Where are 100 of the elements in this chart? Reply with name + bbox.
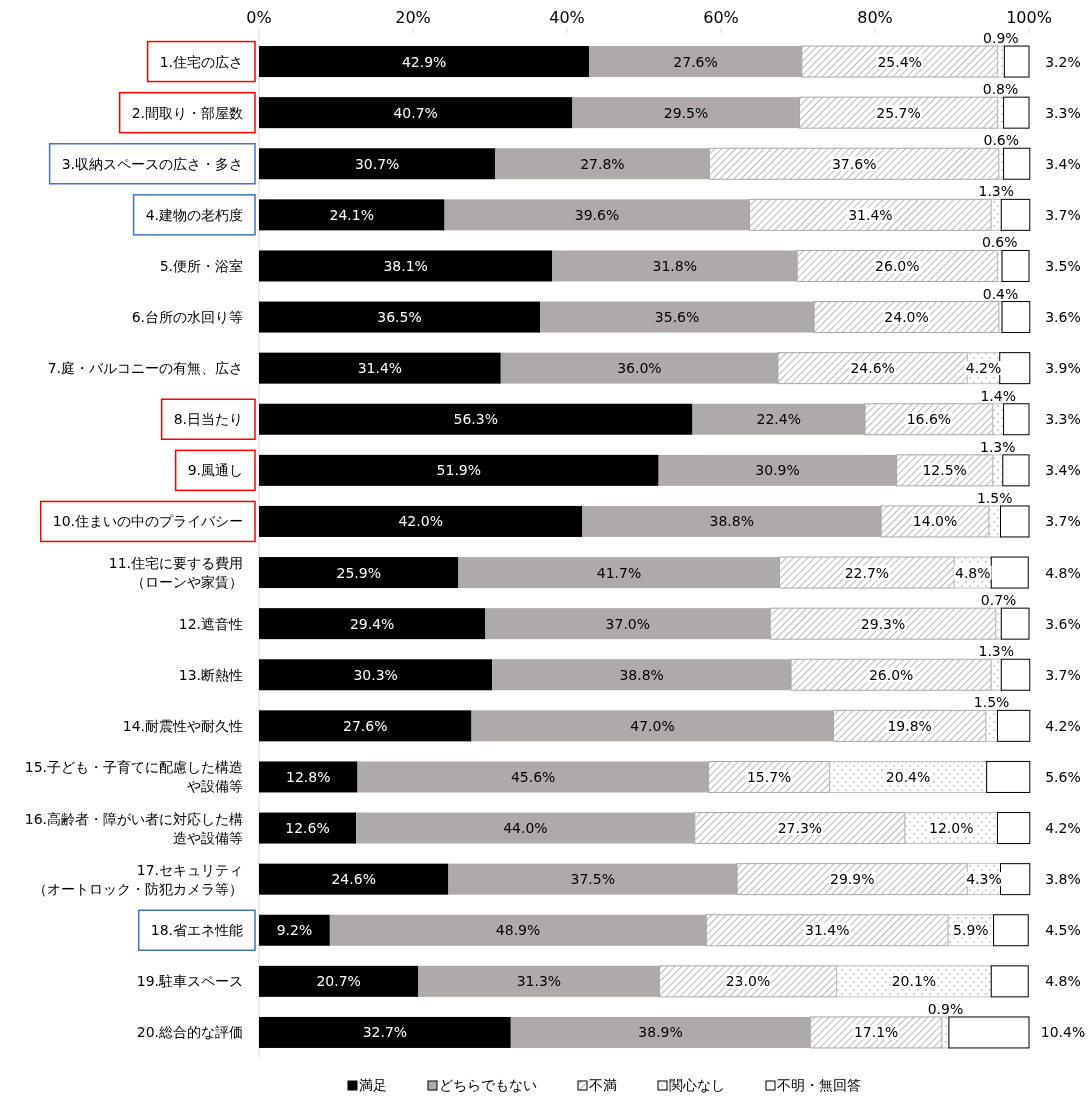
- bar: [996, 812, 1031, 845]
- data-label: 38.9%: [638, 1024, 683, 1041]
- bar: [259, 761, 358, 793]
- bar: [259, 403, 693, 435]
- data-label: 4.3%: [966, 871, 1002, 888]
- data-label: 1.4%: [980, 387, 1016, 404]
- bar: [259, 608, 486, 640]
- data-label: 10.4%: [1040, 1024, 1086, 1041]
- data-label: 15.7%: [746, 768, 792, 785]
- bar: [1001, 249, 1030, 282]
- data-label: 1.5%: [976, 489, 1013, 506]
- data-label: 12.5%: [922, 462, 967, 479]
- y-tick-label: 6.台所の水回り等: [131, 309, 243, 326]
- data-label: 3.6%: [1045, 309, 1081, 326]
- data-label: 3.7%: [1045, 206, 1081, 223]
- data-label: 9.2%: [276, 922, 313, 939]
- data-label: 27.6%: [343, 717, 388, 734]
- y-tick-label: 17.セキュリティ（オートロック・防犯カメラ等）: [33, 861, 243, 897]
- y-tick-label: 9.風通し: [187, 462, 243, 479]
- bar: [259, 97, 573, 129]
- data-label: 31.4%: [848, 206, 893, 223]
- data-label: 27.8%: [580, 155, 625, 172]
- data-label: 22.4%: [756, 411, 801, 428]
- bar: [259, 863, 449, 895]
- bar: [259, 199, 445, 231]
- data-label: 35.6%: [654, 309, 700, 326]
- data-label: 29.9%: [830, 871, 875, 888]
- legend-label: どちらでもない: [439, 1077, 537, 1093]
- y-tick-label: 16.高齢者・障がい者に対応した構造や設備等: [24, 810, 243, 846]
- bar: [259, 454, 659, 486]
- data-label: 4.8%: [1045, 973, 1081, 990]
- data-label: 14.0%: [912, 513, 958, 530]
- data-label: 38.8%: [619, 666, 664, 683]
- data-label: 24.6%: [850, 360, 895, 377]
- legend-label: 満足: [359, 1077, 387, 1093]
- data-label: 44.0%: [503, 820, 548, 837]
- x-tick-label: 100%: [1006, 8, 1052, 27]
- data-label: 31.4%: [805, 922, 850, 939]
- data-label: 3.9%: [1045, 360, 1081, 377]
- legend-label: 不明・無回答: [777, 1077, 861, 1093]
- bar: [990, 965, 1029, 998]
- data-label: 25.9%: [336, 564, 381, 581]
- y-tick-label: 8.日当たり: [173, 411, 243, 428]
- data-label: 25.7%: [876, 104, 921, 121]
- bar: [1002, 454, 1030, 487]
- bar: [259, 659, 493, 691]
- bar: [986, 760, 1031, 793]
- y-tick-label: 14.耐震性や耐久性: [122, 717, 243, 734]
- data-label: 31.8%: [652, 257, 698, 274]
- y-tick-label: 1.住宅の広さ: [159, 53, 243, 70]
- data-label: 45.6%: [510, 768, 556, 785]
- y-tick-label: 18.省エネ性能: [150, 922, 243, 939]
- bar: [259, 148, 496, 180]
- data-label: 36.0%: [617, 360, 662, 377]
- bar: [259, 301, 541, 333]
- data-label: 17.1%: [853, 1024, 899, 1041]
- data-label: 12.8%: [286, 768, 331, 785]
- legend-label: 関心なし: [669, 1077, 725, 1093]
- y-tick-label: 15.子ども・子育てに配慮した構造や設備等: [24, 759, 243, 795]
- data-label: 37.5%: [570, 871, 616, 888]
- bar: [259, 505, 583, 537]
- bar: [1000, 505, 1030, 538]
- data-label: 3.6%: [1045, 615, 1081, 632]
- data-label: 3.4%: [1045, 155, 1081, 172]
- y-tick-label: 12.遮音性: [178, 615, 243, 632]
- y-tick-label: 2.間取り・部屋数: [131, 104, 243, 121]
- data-label: 3.3%: [1045, 411, 1081, 428]
- data-label: 4.2%: [965, 360, 1002, 377]
- data-label: 30.7%: [354, 155, 400, 172]
- data-label: 12.0%: [928, 820, 974, 837]
- data-label: 40.7%: [393, 104, 438, 121]
- data-label: 1.3%: [978, 643, 1015, 660]
- data-label: 29.4%: [349, 615, 395, 632]
- data-label: 12.6%: [285, 820, 330, 837]
- bar: [990, 198, 1002, 231]
- data-label: 38.8%: [709, 513, 755, 530]
- bar: [259, 46, 590, 78]
- bar: [1003, 147, 1031, 180]
- data-label: 3.7%: [1045, 666, 1081, 683]
- bar: [259, 250, 553, 282]
- data-label: 3.7%: [1045, 513, 1081, 530]
- data-label: 4.5%: [1045, 922, 1081, 939]
- data-label: 3.2%: [1045, 53, 1081, 70]
- data-label: 3.4%: [1045, 462, 1081, 479]
- data-label: 30.9%: [755, 462, 800, 479]
- bar: [259, 352, 501, 384]
- x-tick-label: 80%: [857, 8, 893, 27]
- data-label: 32.7%: [362, 1024, 408, 1041]
- bar: [941, 1016, 950, 1049]
- data-label: 24.6%: [331, 871, 376, 888]
- data-label: 20.7%: [316, 973, 361, 990]
- data-label: 3.3%: [1045, 104, 1081, 121]
- y-tick-label: 20.総合的な評価: [136, 1024, 243, 1041]
- data-label: 5.6%: [1045, 768, 1081, 785]
- x-tick-label: 20%: [395, 8, 431, 27]
- bar: [990, 658, 1002, 691]
- data-label: 4.2%: [1045, 717, 1081, 734]
- y-tick-label: 19.駐車スペース: [136, 973, 243, 990]
- data-label: 24.1%: [329, 206, 375, 223]
- data-label: 19.8%: [887, 717, 932, 734]
